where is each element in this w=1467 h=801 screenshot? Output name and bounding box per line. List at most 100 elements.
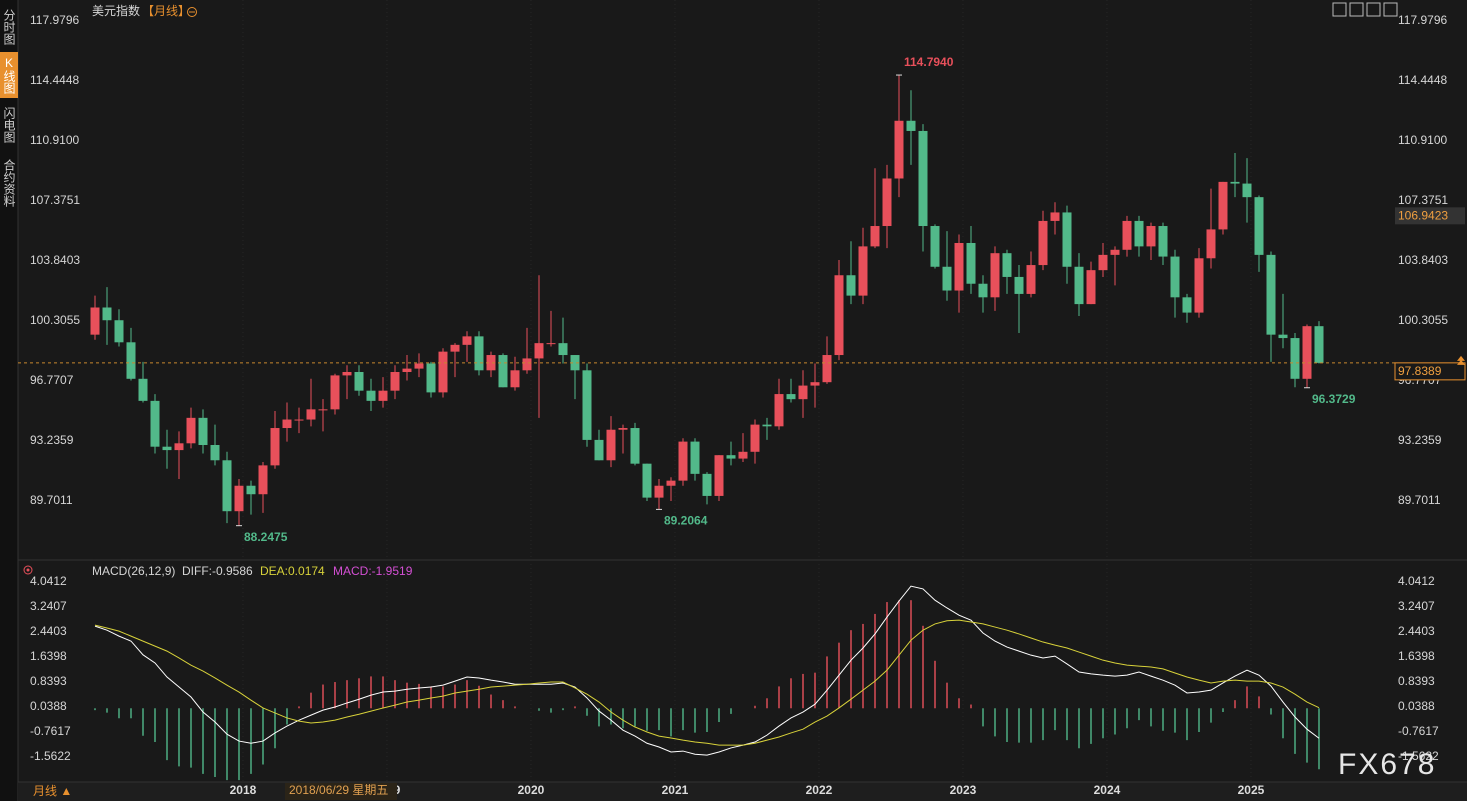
candle-body <box>306 409 316 420</box>
candle-body <box>630 428 640 464</box>
candle-body <box>1254 197 1264 255</box>
candle-body <box>522 358 532 371</box>
candle-body <box>162 446 172 451</box>
x-tick-label: 2022 <box>806 783 833 797</box>
tab[interactable]: 闪电图 <box>2 107 16 143</box>
y-tick-label-right: -1.5622 <box>1398 749 1439 763</box>
candle-body <box>966 242 976 284</box>
y-tick-label-right: 110.9100 <box>1398 133 1447 147</box>
y-tick-label-right: 3.2407 <box>1398 599 1435 613</box>
candle-body <box>1062 212 1072 267</box>
marker-price-label: 106.9423 <box>1398 208 1448 222</box>
candle-body <box>618 428 628 430</box>
y-tick-label-right: 114.4448 <box>1398 73 1447 87</box>
y-tick-label: 114.4448 <box>30 73 79 87</box>
marker-price-box <box>1395 207 1465 225</box>
y-tick-label-right: 100.3055 <box>1398 313 1448 327</box>
candle-body <box>930 226 940 267</box>
candle-body <box>294 419 304 421</box>
candle-body <box>1230 181 1240 184</box>
candle-body <box>834 275 844 356</box>
last-price-label: 97.8389 <box>1398 364 1442 378</box>
y-tick-label: 93.2359 <box>30 433 74 447</box>
date-box-label: 2018/06/29 星期五 <box>289 783 388 797</box>
candle-body <box>234 485 244 512</box>
candle-body <box>798 385 808 400</box>
candle-body <box>714 455 724 496</box>
candle-body <box>1050 212 1060 221</box>
candle-body <box>462 336 472 345</box>
candle-body <box>246 485 256 495</box>
candle-body <box>498 355 508 388</box>
candle-body <box>342 372 352 376</box>
candle-body <box>1110 249 1120 255</box>
candle-body <box>282 419 292 429</box>
candle-body <box>534 343 544 359</box>
candle-body <box>882 178 892 227</box>
collapse-icon[interactable] <box>187 7 197 17</box>
macd-line <box>94 619 1320 746</box>
candle-body <box>1314 326 1324 363</box>
macd-line <box>94 585 1320 756</box>
candle-body <box>654 485 664 498</box>
y-tick-label-right: 4.0412 <box>1398 574 1435 588</box>
candle-body <box>1002 253 1012 277</box>
y-tick-label: 2.4403 <box>30 624 67 638</box>
x-tick-label: 2023 <box>950 783 977 797</box>
candle-body <box>426 363 436 393</box>
candle-body <box>222 460 232 512</box>
candle-body <box>1098 254 1108 271</box>
candle-body <box>114 320 124 343</box>
annotation-label: 88.2475 <box>244 530 288 544</box>
candle-body <box>954 242 964 291</box>
candle-body <box>702 473 712 496</box>
candle-body <box>942 266 952 291</box>
tab[interactable]: 分时图 <box>2 9 16 45</box>
candle-body <box>594 439 604 461</box>
candle-body <box>750 424 760 452</box>
candle-body <box>906 120 916 131</box>
candle-body <box>1266 254 1276 335</box>
candle-body <box>486 355 496 371</box>
y-tick-label: 0.0388 <box>30 699 67 713</box>
candle-body <box>678 441 688 481</box>
x-tick-label: 2020 <box>518 783 545 797</box>
period-footer[interactable]: 月线 ▲ <box>33 784 72 798</box>
candle-body <box>1134 220 1144 247</box>
indicator-icon[interactable] <box>23 565 33 575</box>
candle-body <box>1122 220 1132 250</box>
candle-body <box>378 390 388 401</box>
candle-body <box>822 355 832 383</box>
toolbar-icons[interactable] <box>1332 2 1398 17</box>
candle-body <box>1158 226 1168 257</box>
y-tick-label: 100.3055 <box>30 313 80 327</box>
candle-body <box>258 465 268 495</box>
candle-body <box>90 307 100 335</box>
y-tick-label-right: 107.3751 <box>1398 193 1448 207</box>
y-tick-label-right: 103.8403 <box>1398 253 1448 267</box>
tab-active[interactable]: K线图 <box>0 52 18 98</box>
candle-body <box>1194 258 1204 313</box>
candle-body <box>1302 326 1312 379</box>
candle-body <box>762 424 772 427</box>
tab[interactable]: 合约资料 <box>2 159 16 207</box>
candle-body <box>186 417 196 444</box>
candle-body <box>990 253 1000 298</box>
y-tick-label-right: 0.8393 <box>1398 674 1435 688</box>
y-tick-label: 110.9100 <box>30 133 79 147</box>
candle-body <box>1038 220 1048 266</box>
x-tick-label: 2018 <box>230 783 257 797</box>
candle-body <box>174 443 184 451</box>
candle-body <box>894 120 904 179</box>
candle-body <box>1014 276 1024 294</box>
candle-body <box>558 343 568 356</box>
legend-entry: DIFF:-0.9586 <box>182 564 253 578</box>
y-tick-label: -0.7617 <box>30 724 71 738</box>
candle-body <box>690 441 700 474</box>
y-tick-label-right: 1.6398 <box>1398 649 1435 663</box>
annotation-label: 96.3729 <box>1312 392 1356 406</box>
y-tick-label-right: 0.0388 <box>1398 699 1435 713</box>
candle-body <box>138 378 148 401</box>
y-tick-label-right: 2.4403 <box>1398 624 1435 638</box>
